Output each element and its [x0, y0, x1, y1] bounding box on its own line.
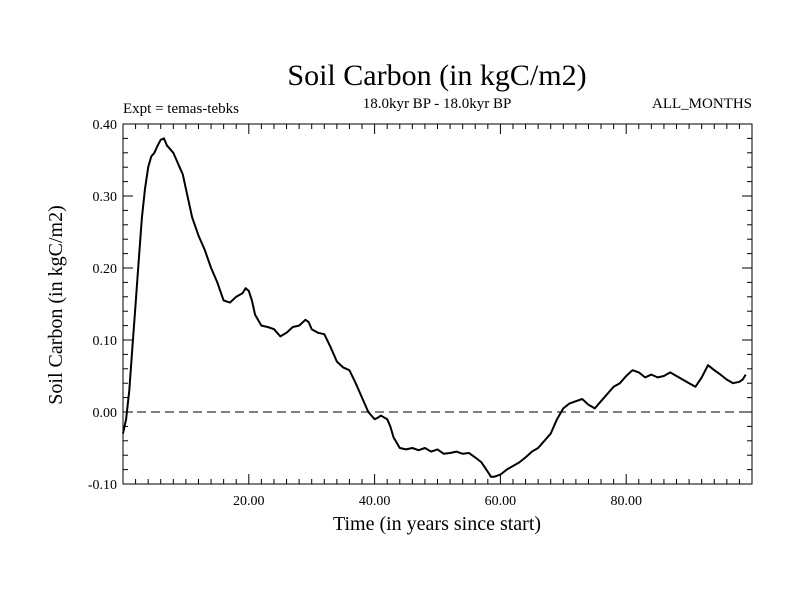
y-tick-label: 0.20 — [93, 262, 118, 277]
x-tick-label: 20.00 — [233, 494, 265, 509]
y-tick-label: 0.30 — [93, 190, 118, 205]
x-tick-label: 80.00 — [610, 494, 642, 509]
x-tick-labels: 20.00 40.00 60.00 80.00 — [233, 494, 642, 509]
period-label: 18.0kyr BP - 18.0kyr BP — [363, 96, 512, 112]
experiment-label: Expt = temas-tebks — [123, 101, 239, 117]
x-tick-label: 60.00 — [485, 494, 517, 509]
axis-ticks — [123, 124, 752, 484]
y-tick-label: 0.40 — [93, 118, 118, 133]
y-tick-label: -0.10 — [88, 478, 117, 493]
x-axis-label: Time (in years since start) — [333, 513, 541, 535]
y-tick-label: 0.10 — [93, 334, 118, 349]
months-label: ALL_MONTHS — [652, 96, 752, 112]
plot-frame — [122, 123, 753, 485]
y-tick-label: 0.00 — [93, 406, 118, 421]
y-axis-label: Soil Carbon (in kgC/m2) — [45, 205, 67, 404]
soil-carbon-series-line — [122, 137, 747, 478]
x-tick-label: 40.00 — [359, 494, 391, 509]
chart-title: Soil Carbon (in kgC/m2) — [287, 59, 586, 92]
y-tick-labels: -0.10 0.00 0.10 0.20 0.30 0.40 — [88, 118, 117, 493]
